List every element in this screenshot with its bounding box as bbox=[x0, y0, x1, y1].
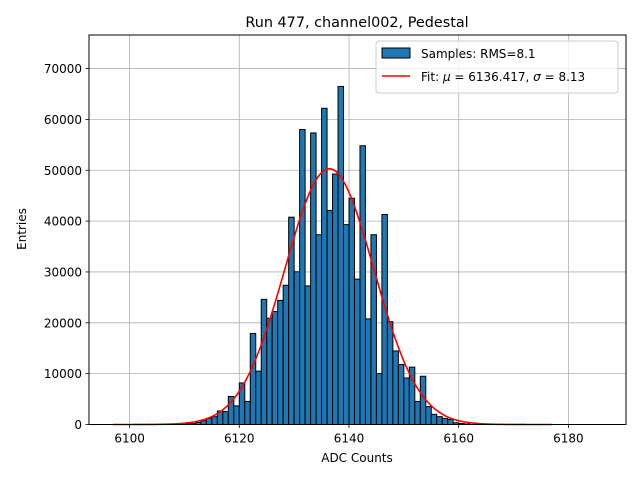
legend-patch-samples bbox=[381, 47, 411, 59]
histogram-bar bbox=[436, 416, 443, 425]
histogram-bar bbox=[359, 145, 366, 425]
histogram-bar bbox=[375, 373, 383, 426]
histogram-bar bbox=[249, 332, 257, 426]
histogram-bar bbox=[364, 318, 372, 426]
x-axis-label: ADC Counts bbox=[321, 451, 393, 465]
fit-curve bbox=[113, 167, 552, 426]
histogram-bar bbox=[293, 271, 301, 425]
mu-value: = 6136.417, bbox=[451, 70, 534, 84]
histogram-bar bbox=[447, 418, 454, 425]
y-axis-label: Entries bbox=[15, 208, 29, 250]
y-tick-label: 20000 bbox=[44, 316, 82, 330]
histogram-bar bbox=[282, 284, 290, 426]
legend-box bbox=[375, 40, 619, 94]
histogram-bar bbox=[332, 173, 339, 425]
histogram-bar bbox=[414, 400, 421, 426]
histogram-bar bbox=[337, 85, 345, 425]
histogram-bar bbox=[343, 224, 350, 425]
plot-frame bbox=[88, 34, 627, 425]
histogram-bar bbox=[233, 405, 240, 426]
histogram-bar bbox=[321, 107, 328, 425]
histogram-bar bbox=[403, 377, 410, 426]
y-tick-label: 0 bbox=[74, 418, 82, 432]
x-tick-label: 6160 bbox=[443, 432, 474, 446]
histogram-bar bbox=[222, 411, 229, 426]
histogram-bar bbox=[310, 132, 317, 426]
x-tick-label: 6180 bbox=[553, 432, 584, 446]
x-tick-label: 6120 bbox=[224, 432, 255, 446]
histogram-bar bbox=[211, 416, 218, 425]
histogram-bar bbox=[419, 375, 427, 426]
y-tick-label: 30000 bbox=[44, 265, 82, 279]
histogram-bar bbox=[348, 197, 355, 425]
histogram-bar bbox=[425, 406, 432, 426]
histogram-bar bbox=[397, 363, 405, 425]
histogram-bar bbox=[271, 311, 279, 426]
y-axis-ticks: 0 10000 20000 30000 40000 50000 60000 70000 bbox=[44, 62, 89, 432]
histogram-bar bbox=[386, 321, 394, 425]
histogram-bar bbox=[353, 278, 361, 425]
fit-prefix: Fit: bbox=[421, 70, 443, 84]
x-tick-label: 6100 bbox=[114, 432, 145, 446]
legend-label-fit: Fit: μ = 6136.417, σ = 8.13 bbox=[421, 70, 585, 84]
histogram-bar bbox=[200, 420, 207, 426]
x-tick-label: 6140 bbox=[334, 432, 365, 446]
histogram-bar bbox=[266, 317, 273, 425]
histogram-bar bbox=[244, 400, 251, 426]
histogram-bar bbox=[441, 417, 449, 425]
histogram-bar bbox=[260, 298, 268, 426]
histogram-bar bbox=[381, 213, 388, 425]
chart-title: Run 477, channel002, Pedestal bbox=[245, 15, 468, 31]
y-tick-label: 60000 bbox=[44, 113, 82, 127]
histogram-bar bbox=[326, 209, 334, 425]
y-tick-label: 40000 bbox=[44, 215, 82, 229]
histogram-bar bbox=[430, 413, 438, 426]
x-axis-ticks: 6100 6120 6140 6160 6180 bbox=[114, 424, 584, 446]
histogram-bar bbox=[277, 299, 284, 426]
y-tick-label: 70000 bbox=[44, 62, 82, 76]
legend-label-samples: Samples: RMS=8.1 bbox=[421, 47, 536, 61]
sigma-symbol: σ bbox=[533, 70, 541, 84]
histogram-bar bbox=[304, 285, 312, 425]
histogram-bar bbox=[392, 350, 399, 425]
y-tick-label: 10000 bbox=[44, 367, 82, 381]
histogram-bar bbox=[255, 370, 262, 425]
y-tick-label: 50000 bbox=[44, 164, 82, 178]
sigma-value: = 8.13 bbox=[541, 70, 585, 84]
histogram-bars bbox=[183, 85, 471, 426]
legend: Samples: RMS=8.1 Fit: μ = 6136.417, σ = … bbox=[375, 40, 619, 94]
mu-symbol: μ bbox=[442, 70, 451, 84]
histogram-bar bbox=[315, 234, 323, 425]
histogram-bar bbox=[299, 129, 306, 426]
